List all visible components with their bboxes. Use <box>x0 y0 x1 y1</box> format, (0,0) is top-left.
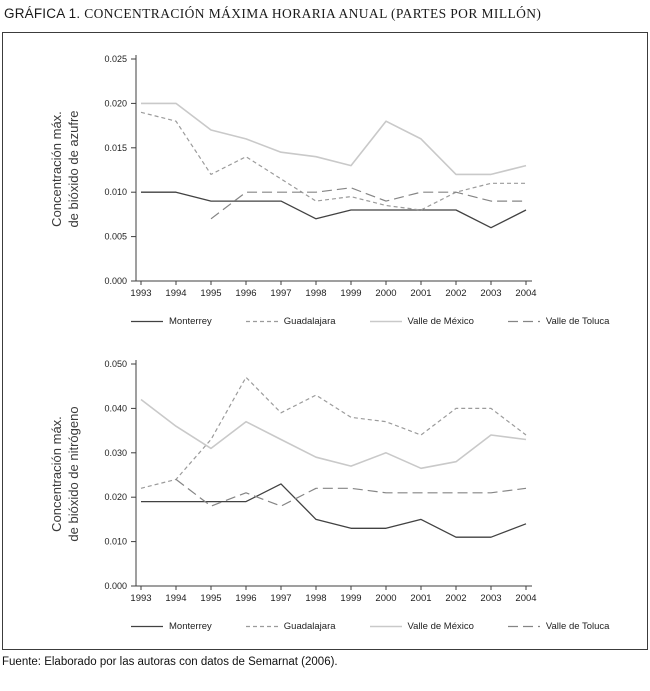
no2-chart-block: Concentración máx. de bióxido de nitróge… <box>3 352 647 635</box>
series-line-valle_mexico <box>141 102 527 176</box>
legend-item-valle_mexico: Valle de México <box>369 315 474 327</box>
x-tick-label: 1997 <box>270 288 291 299</box>
legend-line-sample-valle_mexico <box>369 625 402 627</box>
series-line-valle_toluca <box>175 478 527 507</box>
x-tick-label: 1997 <box>270 593 291 604</box>
x-tick-label: 1996 <box>235 593 256 604</box>
so2-plot: 0.000 0.005 0.010 0.015 0.020 0.025 1993 1994 19… <box>104 54 536 299</box>
legend-label: Monterrey <box>169 315 212 327</box>
x-tick-label: 1998 <box>305 593 326 604</box>
y-tick-label: 0.010 <box>104 537 127 547</box>
legend-item-valle_toluca: Valle de Toluca <box>507 620 610 632</box>
series-line-guadalajara <box>140 376 527 489</box>
x-tick-label: 1999 <box>340 288 361 299</box>
legend-label: Valle de Toluca <box>545 315 610 327</box>
legend-line-sample-monterrey <box>131 320 163 322</box>
legend-item-valle_mexico: Valle de México <box>369 620 474 632</box>
legend-item-guadalajara: Guadalajara <box>245 620 336 632</box>
legend-line-sample-guadalajara <box>245 625 278 627</box>
figure-title-text: CONCENTRACIÓN MÁXIMA HORARIA ANUAL (PART… <box>84 6 542 21</box>
y-tick-label: 0.000 <box>104 581 127 591</box>
legend-item-guadalajara: Guadalajara <box>245 315 336 327</box>
legend-line-sample-valle_toluca <box>507 320 540 322</box>
x-tick-label: 1993 <box>130 593 151 604</box>
y-tick-label: 0.025 <box>104 54 127 64</box>
y-tick-label: 0.005 <box>104 232 127 242</box>
series-line-guadalajara <box>140 111 526 211</box>
y-tick-label: 0.050 <box>104 359 127 369</box>
no2-plot: 0.000 0.010 0.020 0.030 0.040 0.050 1993 1994 19… <box>104 359 536 604</box>
so2-y-axis-title: Concentración máx. de bióxido de azufre <box>49 110 81 228</box>
x-tick-label: 1995 <box>200 288 221 299</box>
y-tick-label: 0.000 <box>104 276 127 286</box>
figure-title-prefix: GRÁFICA 1. <box>4 6 81 21</box>
no2-plot-row: Concentración máx. de bióxido de nitróge… <box>3 352 647 604</box>
series-line-valle_toluca <box>210 187 526 220</box>
x-tick-label: 2002 <box>445 593 466 604</box>
x-tick-label: 2003 <box>480 288 501 299</box>
so2-plot-row: Concentración máx. de bióxido de azufre … <box>3 47 647 299</box>
no2-y-axis-title: Concentración máx. de bióxido de nitróge… <box>49 406 81 542</box>
x-tick-label: 2002 <box>445 288 466 299</box>
y-tick-label: 0.040 <box>104 403 127 413</box>
x-tick-label: 1998 <box>305 288 326 299</box>
legend-item-valle_toluca: Valle de Toluca <box>507 315 610 327</box>
legend-item-monterrey: Monterrey <box>131 316 212 327</box>
x-tick-label: 1995 <box>200 593 221 604</box>
so2-legend: Monterrey Guadalajara Valle de México Valle… <box>131 312 647 330</box>
legend-label: Guadalajara <box>283 620 336 632</box>
y-tick-label: 0.010 <box>104 187 127 197</box>
legend-line-sample-valle_mexico <box>369 320 402 322</box>
y-tick-label: 0.030 <box>104 448 127 458</box>
legend-item-monterrey: Monterrey <box>131 621 212 632</box>
legend-label: Monterrey <box>169 620 212 632</box>
no2-legend: Monterrey Guadalajara Valle de México Valle… <box>131 617 647 635</box>
so2-chart-block: Concentración máx. de bióxido de azufre … <box>3 47 647 330</box>
legend-label: Valle de México <box>407 620 474 632</box>
legend-line-sample-monterrey <box>131 625 163 627</box>
legend-line-sample-guadalajara <box>245 320 278 322</box>
legend-label: Guadalajara <box>283 315 336 327</box>
series-line-valle_mexico <box>140 398 527 470</box>
y-tick-label: 0.020 <box>104 98 127 108</box>
x-tick-label: 1999 <box>340 593 361 604</box>
source-note: Fuente: Elaborado por las autoras con da… <box>2 656 338 668</box>
series-line-monterrey <box>141 483 527 538</box>
x-tick-label: 2004 <box>515 288 536 299</box>
x-tick-label: 1993 <box>130 288 151 299</box>
y-tick-label: 0.015 <box>104 143 127 153</box>
x-tick-label: 2000 <box>375 288 396 299</box>
x-tick-label: 2004 <box>515 593 536 604</box>
legend-label: Valle de Toluca <box>545 620 610 632</box>
series-line-monterrey <box>141 191 527 229</box>
figure-title: GRÁFICA 1. CONCENTRACIÓN MÁXIMA HORARIA … <box>4 6 650 22</box>
legend-label: Valle de México <box>407 315 474 327</box>
y-tick-label: 0.020 <box>104 492 127 502</box>
legend-line-sample-valle_toluca <box>507 625 540 627</box>
x-tick-label: 1996 <box>235 288 256 299</box>
x-tick-label: 1994 <box>165 288 186 299</box>
x-tick-label: 2001 <box>410 288 431 299</box>
chart-frame: Concentración máx. de bióxido de azufre … <box>2 32 648 650</box>
x-tick-label: 1994 <box>165 593 186 604</box>
x-tick-label: 2000 <box>375 593 396 604</box>
x-tick-label: 2003 <box>480 593 501 604</box>
x-tick-label: 2001 <box>410 593 431 604</box>
